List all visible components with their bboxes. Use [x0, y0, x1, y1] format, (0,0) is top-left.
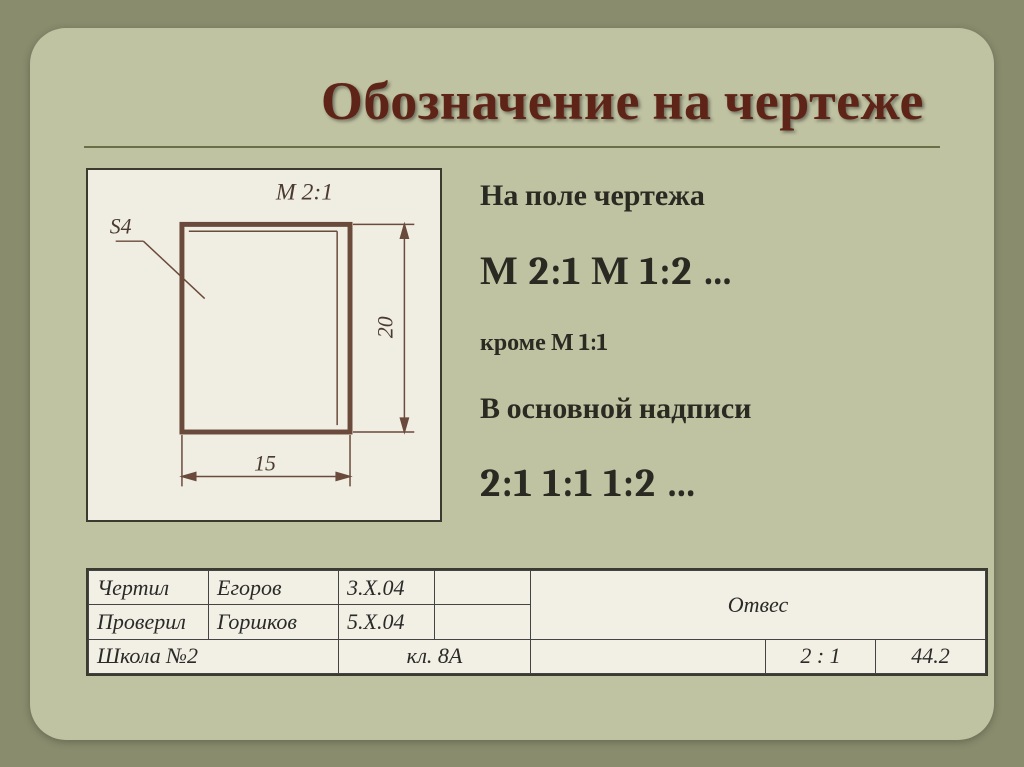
- cell-role-0: Чертил: [89, 571, 209, 605]
- text-line-5: 2:1 1:1 1:2 …: [480, 460, 980, 506]
- drawing-rect-outer: [182, 224, 350, 432]
- cell-name-0: Егоров: [209, 571, 339, 605]
- dim-right-value: 20: [374, 316, 398, 338]
- technical-drawing-svg: М 2:1 S4: [88, 170, 440, 520]
- cell-empty-0: [435, 571, 531, 605]
- cell-wide-empty: [531, 639, 766, 673]
- dim-bottom-value: 15: [254, 452, 276, 476]
- cell-role-1: Проверил: [89, 605, 209, 639]
- title-underline: [84, 146, 940, 148]
- cell-sheet-num: 44.2: [876, 639, 986, 673]
- cell-class: кл. 8А: [339, 639, 531, 673]
- slide-title: Обозначение на чертеже: [321, 70, 924, 133]
- title-block-table: Чертил Егоров 3.X.04 Отвес Проверил Горш…: [88, 570, 986, 674]
- cell-project-name: Отвес: [531, 571, 986, 640]
- drawing-panel: М 2:1 S4: [86, 168, 442, 522]
- text-line-1: На поле чертежа: [480, 178, 980, 213]
- text-line-3: кроме М 1:1: [480, 328, 980, 357]
- s4-label: S4: [110, 214, 132, 238]
- cell-empty-1: [435, 605, 531, 639]
- s4-leader: [116, 241, 205, 298]
- drawing-top-label: М 2:1: [275, 180, 333, 206]
- text-line-4: В основной надписи: [480, 391, 980, 426]
- table-row: Школа №2 кл. 8А 2 : 1 44.2: [89, 639, 986, 673]
- cell-date-1: 5.X.04: [339, 605, 435, 639]
- slide-frame: Обозначение на чертеже М 2:1 S4: [30, 28, 994, 740]
- text-line-2: М 2:1 М 1:2 …: [480, 247, 980, 294]
- cell-scale: 2 : 1: [766, 639, 876, 673]
- text-column: На поле чертежа М 2:1 М 1:2 … кроме М 1:…: [480, 178, 980, 506]
- table-row: Чертил Егоров 3.X.04 Отвес: [89, 571, 986, 605]
- cell-school: Школа №2: [89, 639, 339, 673]
- title-block: Чертил Егоров 3.X.04 Отвес Проверил Горш…: [86, 568, 988, 676]
- cell-date-0: 3.X.04: [339, 571, 435, 605]
- cell-name-1: Горшков: [209, 605, 339, 639]
